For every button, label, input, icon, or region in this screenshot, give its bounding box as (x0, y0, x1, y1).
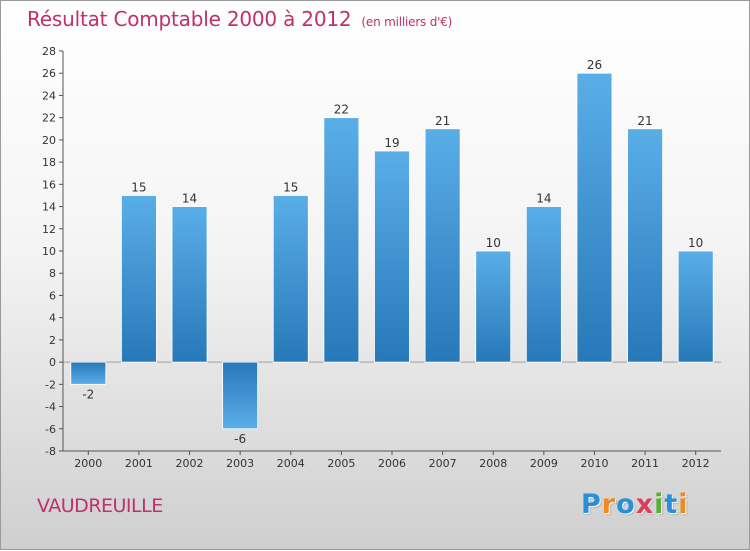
data-label-2011: 21 (637, 114, 652, 128)
bar-2008[interactable] (475, 250, 512, 363)
proxiti-logo[interactable]: Proxiti (581, 489, 689, 520)
data-label-2000: -2 (82, 387, 94, 401)
bars (70, 72, 714, 430)
y-tick-label: 0 (49, 356, 56, 369)
y-tick-label: 16 (42, 178, 56, 191)
bar-2010[interactable] (576, 72, 613, 363)
chart-title: Résultat Comptable 2000 à 2012 (en millie… (27, 7, 453, 31)
logo-letter: t (664, 489, 679, 520)
bar-2004[interactable] (272, 195, 309, 363)
y-tick-label: 28 (42, 45, 56, 58)
bar-2011[interactable] (627, 128, 663, 363)
bar-2006[interactable] (374, 150, 410, 363)
chart-subtitle: (en milliers d'€) (361, 15, 453, 29)
bar-2009[interactable] (525, 206, 562, 363)
x-tick-label: 2006 (378, 457, 406, 470)
bar-2007[interactable] (424, 128, 461, 363)
logo-letter: P (581, 489, 602, 520)
x-tick-label: 2009 (530, 457, 558, 470)
bar-2003[interactable] (222, 361, 259, 430)
y-tick-label: 4 (49, 312, 56, 325)
data-label-2007: 21 (435, 114, 450, 128)
x-tick-label: 2010 (580, 457, 608, 470)
data-label-2010: 26 (587, 58, 602, 72)
data-label-2006: 19 (384, 136, 399, 150)
commune-name: VAUDREUILLE (37, 495, 163, 517)
y-tick-label: 10 (42, 245, 56, 258)
x-tick-label: 2000 (74, 457, 102, 470)
data-label-2001: 15 (131, 180, 146, 194)
logo-letter: x (635, 489, 655, 520)
logo-letter: r (601, 489, 617, 520)
logo-letter: i (678, 489, 689, 520)
data-label-2003: -6 (234, 432, 246, 446)
bar-2001[interactable] (121, 195, 157, 363)
data-label-2009: 14 (536, 192, 551, 206)
y-tick-label: -6 (45, 423, 56, 436)
bar-2002[interactable] (171, 206, 208, 363)
y-tick-label: 26 (42, 67, 56, 80)
y-tick-label: 18 (42, 156, 56, 169)
x-tick-label: 2012 (682, 457, 710, 470)
x-tick-label: 2007 (429, 457, 457, 470)
y-tick-label: -2 (45, 378, 56, 391)
y-tick-label: 2 (49, 334, 56, 347)
y-tick-label: 20 (42, 134, 56, 147)
bar-2005[interactable] (323, 117, 360, 363)
x-tick-label: 2001 (125, 457, 153, 470)
bar-2012[interactable] (677, 250, 714, 363)
data-label-2004: 15 (283, 180, 298, 194)
y-tick-label: 14 (42, 201, 56, 214)
y-tick-label: 8 (49, 267, 56, 280)
x-tick-label: 2003 (226, 457, 254, 470)
logo-letter: i (654, 489, 665, 520)
y-tick-label: 24 (42, 89, 56, 102)
y-tick-label: -4 (45, 401, 56, 414)
data-label-2008: 10 (486, 236, 501, 250)
x-tick-label: 2005 (327, 457, 355, 470)
bar-2000[interactable] (70, 361, 107, 385)
data-label-2005: 22 (334, 103, 349, 117)
data-label-2002: 14 (182, 192, 197, 206)
x-tick-label: 2011 (631, 457, 659, 470)
x-tick-label: 2002 (176, 457, 204, 470)
x-tick-label: 2004 (277, 457, 305, 470)
data-labels: -2 15 14 -6 15 22 19 21 10 14 26 21 10 (82, 58, 703, 446)
y-tick-label: 12 (42, 223, 56, 236)
y-tick-label: 6 (49, 289, 56, 302)
data-label-2012: 10 (688, 236, 703, 250)
logo-letter: o (616, 489, 636, 520)
y-tick-label: 22 (42, 112, 56, 125)
x-tick-label: 2008 (479, 457, 507, 470)
y-tick-label: -8 (45, 445, 56, 458)
